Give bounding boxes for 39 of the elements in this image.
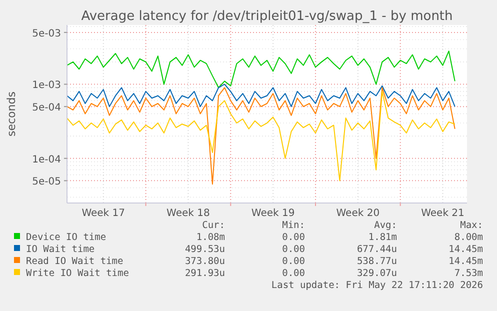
- text: 1.81m: [368, 232, 398, 243]
- x-tick-label: Week 17: [82, 208, 126, 219]
- x-tick-label: Week 18: [166, 208, 210, 219]
- chart-title: Average latency for /dev/tripleit01-vg/swap_1 - by month: [81, 9, 453, 24]
- y-tick-label: 1e-03: [32, 80, 61, 92]
- y-tick-label: 5e-04: [32, 102, 61, 114]
- legend-label: Device IO time: [26, 232, 106, 243]
- x-tick-label: Week 20: [336, 208, 380, 219]
- y-tick-label: 5e-03: [32, 28, 61, 40]
- legend-label: IO Wait time: [26, 244, 95, 255]
- x-tick-label: Week 21: [421, 208, 464, 219]
- text: 0.00: [282, 268, 306, 279]
- text: 373.80u: [184, 256, 225, 267]
- line-series: [66, 84, 456, 108]
- text: 14.45m: [448, 256, 484, 267]
- text: 8.00m: [454, 232, 484, 243]
- legend-label: Read IO Wait time: [26, 256, 124, 267]
- text: 0.00: [282, 244, 306, 255]
- text: Last update: Fri May 22 17:11:20 2026: [271, 280, 484, 291]
- y-tick-label: 5e-05: [32, 176, 61, 188]
- text: Min:: [282, 220, 305, 231]
- text: 291.93u: [184, 268, 225, 279]
- text: 499.53u: [184, 244, 225, 255]
- y-tick-label: 1e-04: [32, 154, 61, 166]
- text: 14.45m: [448, 244, 484, 255]
- text: Cur:: [202, 220, 225, 231]
- y-axis-title: seconds: [5, 91, 18, 136]
- text: 0.00: [282, 232, 306, 243]
- text: Avg:: [374, 220, 397, 231]
- legend-label: Write IO Wait time: [26, 268, 130, 279]
- line-series: [66, 50, 456, 88]
- text: 538.77u: [356, 256, 397, 267]
- text: 7.53m: [454, 268, 484, 279]
- text: 1.08m: [196, 232, 226, 243]
- x-tick-label: Week 19: [251, 208, 295, 219]
- text: Max:: [460, 220, 483, 231]
- text: 0.00: [282, 256, 306, 267]
- text: 329.07u: [356, 268, 397, 279]
- text: 677.44u: [356, 244, 397, 255]
